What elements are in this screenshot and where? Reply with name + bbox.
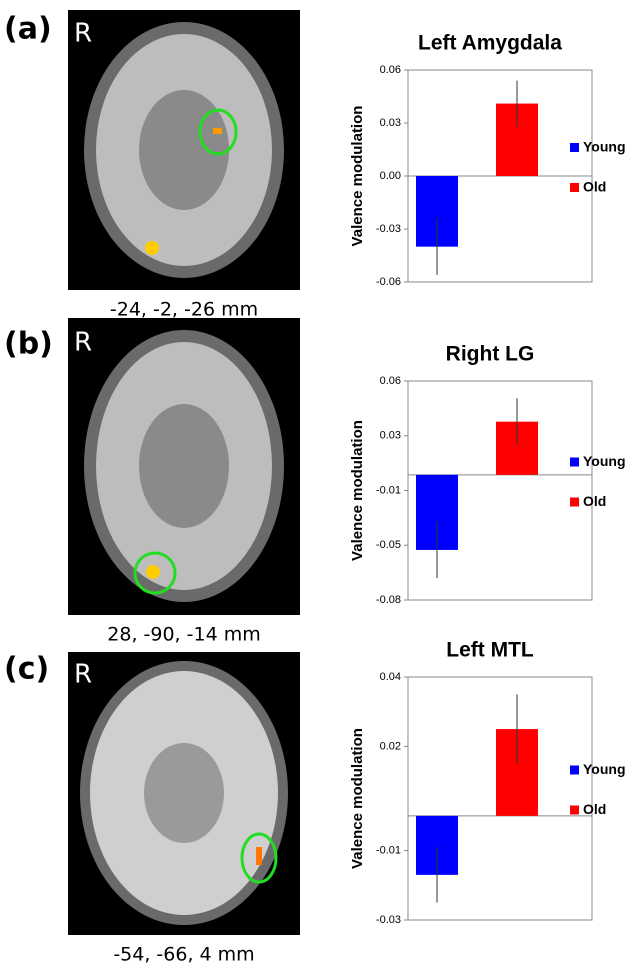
y-tick-label: -0.06 — [376, 276, 401, 288]
legend-swatch — [570, 183, 579, 192]
brain-image-c — [68, 652, 300, 935]
orientation-label: R — [74, 660, 92, 690]
chart-title: Left MTL — [446, 639, 534, 662]
figure: (a) R -24, -2, -26 mm (b) R 28, -90, -14… — [0, 0, 640, 968]
legend-swatch — [570, 766, 579, 775]
panel-label: (a) — [4, 12, 52, 47]
y-tick-label: -0.01 — [376, 844, 401, 856]
y-axis-label: Valence modulation — [349, 420, 366, 561]
panel-label: (c) — [4, 652, 49, 687]
coordinates: -24, -2, -26 mm — [110, 299, 258, 321]
y-tick-label: 0.00 — [380, 170, 401, 182]
chart-title: Right LG — [446, 343, 535, 366]
y-tick-label: -0.03 — [376, 914, 401, 926]
legend-label: Old — [583, 493, 606, 509]
y-tick-label: 0.06 — [380, 375, 401, 387]
legend-label: Old — [583, 179, 606, 195]
y-tick-label: -0.05 — [376, 539, 401, 551]
y-tick-label: 0.03 — [380, 430, 401, 442]
legend-swatch — [570, 806, 579, 815]
y-tick-label: 0.02 — [380, 740, 401, 752]
brain-image-b — [68, 318, 300, 615]
orientation-label: R — [74, 19, 92, 49]
legend-label: Young — [583, 761, 626, 777]
y-axis-label: Valence modulation — [349, 728, 366, 869]
coordinates: -54, -66, 4 mm — [113, 944, 254, 966]
y-tick-label: 0.04 — [380, 671, 401, 683]
legend-swatch — [570, 498, 579, 507]
y-tick-label: -0.01 — [376, 484, 401, 496]
y-tick-label: -0.08 — [376, 594, 401, 606]
legend-label: Old — [583, 801, 606, 817]
legend-label: Young — [583, 453, 626, 469]
panel-label: (b) — [4, 327, 53, 362]
y-tick-label: 0.03 — [380, 117, 401, 129]
y-tick-label: -0.03 — [376, 223, 401, 235]
y-axis-label: Valence modulation — [349, 106, 366, 247]
legend-swatch — [570, 458, 579, 467]
coordinates: 28, -90, -14 mm — [107, 624, 260, 646]
legend-swatch — [570, 143, 579, 152]
orientation-label: R — [74, 328, 92, 358]
brain-image-a — [68, 10, 300, 290]
chart-title: Left Amygdala — [418, 32, 562, 55]
legend-label: Young — [583, 139, 626, 155]
y-tick-label: 0.06 — [380, 64, 401, 76]
